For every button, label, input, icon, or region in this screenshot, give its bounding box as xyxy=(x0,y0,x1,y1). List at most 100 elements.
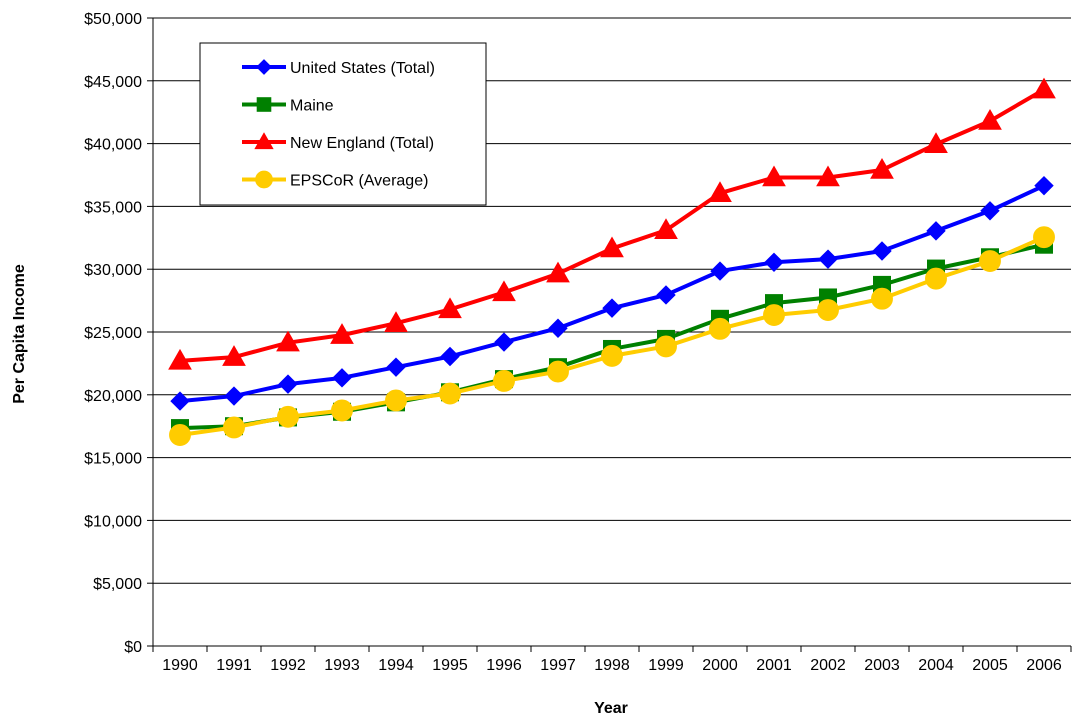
legend-label: New England (Total) xyxy=(290,135,434,152)
x-tick-label: 1998 xyxy=(594,657,630,674)
data-point-diamond xyxy=(710,261,730,281)
data-point-circle xyxy=(223,416,245,439)
x-tick-label: 1994 xyxy=(378,657,414,674)
data-point-circle xyxy=(1033,226,1055,249)
x-tick-label: 2000 xyxy=(702,657,738,674)
data-point-diamond xyxy=(170,391,190,411)
x-tick-label: 2004 xyxy=(918,657,954,674)
legend-label: Maine xyxy=(290,98,334,115)
data-point-diamond xyxy=(818,249,838,269)
data-point-diamond xyxy=(494,332,514,352)
data-point-triangle xyxy=(384,311,408,332)
y-tick-label: $35,000 xyxy=(84,199,142,216)
data-point-circle xyxy=(547,360,569,383)
data-point-triangle xyxy=(654,218,678,240)
data-point-triangle xyxy=(168,348,192,370)
data-point-circle xyxy=(331,399,353,422)
data-point-diamond xyxy=(332,368,352,388)
data-point-circle xyxy=(871,287,893,310)
data-point-circle xyxy=(439,382,461,405)
x-tick-label: 1990 xyxy=(162,657,198,674)
y-tick-label: $10,000 xyxy=(84,513,142,530)
series-line xyxy=(179,242,1045,431)
data-point-circle xyxy=(817,299,839,321)
y-tick-label: $40,000 xyxy=(84,137,142,154)
series-maine xyxy=(171,235,1053,438)
data-point-square xyxy=(256,97,272,112)
series-new-england-total xyxy=(168,77,1056,370)
legend: United States (Total) Maine New England (T… xyxy=(199,42,487,206)
data-point-circle xyxy=(385,389,407,412)
y-tick-label: $15,000 xyxy=(84,451,142,468)
data-point-triangle xyxy=(816,165,840,187)
legend-item: Maine xyxy=(242,97,334,115)
data-point-circle xyxy=(169,424,191,446)
series-epscor-average xyxy=(169,226,1055,446)
data-point-diamond xyxy=(980,201,1000,221)
data-point-diamond xyxy=(656,285,676,305)
data-point-triangle xyxy=(222,345,246,366)
data-point-triangle xyxy=(978,108,1002,130)
x-tick-label: 1993 xyxy=(324,657,360,674)
data-point-triangle xyxy=(330,323,354,344)
x-tick-label: 2002 xyxy=(810,657,846,674)
grid-lines xyxy=(147,17,1071,647)
data-point-circle xyxy=(763,304,785,326)
data-point-diamond xyxy=(440,346,460,367)
y-tick-label: $20,000 xyxy=(84,388,142,405)
legend-label: United States (Total) xyxy=(290,60,435,77)
x-tick-label: 1997 xyxy=(540,657,576,674)
x-axis-title: Year xyxy=(594,700,628,717)
y-tick-label: $50,000 xyxy=(84,11,142,28)
data-point-triangle xyxy=(1032,77,1056,99)
data-point-triangle xyxy=(276,330,300,352)
data-point-diamond xyxy=(548,318,568,338)
y-tick-labels: $0 $5,000 $10,000 $15,000 $20,000 $25,000 $30,… xyxy=(84,11,142,656)
data-point-diamond xyxy=(872,241,892,261)
x-tick-label: 2001 xyxy=(756,657,792,674)
y-tick-label: $5,000 xyxy=(93,576,142,593)
data-point-diamond xyxy=(256,59,272,75)
data-point-triangle xyxy=(254,132,274,150)
series-lines xyxy=(168,77,1056,446)
series-united-states-total xyxy=(170,175,1054,411)
series-line xyxy=(179,183,1045,404)
legend-item: EPSCoR (Average) xyxy=(242,170,428,190)
y-axis-title: Per Capita Income xyxy=(11,264,28,404)
data-point-triangle xyxy=(438,297,462,319)
data-point-diamond xyxy=(224,386,244,406)
data-point-triangle xyxy=(708,181,732,202)
x-tick-label: 1991 xyxy=(216,657,252,674)
x-tick-label: 1992 xyxy=(270,657,306,674)
data-point-circle xyxy=(277,405,299,428)
x-tick-label: 1996 xyxy=(486,657,522,674)
data-point-diamond xyxy=(602,298,622,318)
data-point-circle xyxy=(493,370,515,392)
legend-label: EPSCoR (Average) xyxy=(290,173,428,190)
y-tick-label: $45,000 xyxy=(84,74,142,91)
y-tick-label: $25,000 xyxy=(84,325,142,342)
y-tick-label: $0 xyxy=(124,639,142,656)
y-tick-label: $30,000 xyxy=(84,262,142,279)
data-point-diamond xyxy=(926,221,946,241)
data-point-circle xyxy=(979,250,1001,272)
legend-item: New England (Total) xyxy=(242,132,434,152)
data-point-triangle xyxy=(870,157,894,179)
series-line xyxy=(179,235,1045,437)
axes xyxy=(152,18,1072,652)
data-point-triangle xyxy=(546,261,570,283)
data-point-circle xyxy=(255,170,273,189)
data-point-diamond xyxy=(1034,175,1054,196)
data-point-triangle xyxy=(492,280,516,302)
data-point-triangle xyxy=(762,165,786,187)
data-point-diamond xyxy=(764,252,784,272)
x-tick-label: 1995 xyxy=(432,657,468,674)
x-tick-label: 1999 xyxy=(648,657,684,674)
data-point-circle xyxy=(601,344,623,367)
data-point-triangle xyxy=(600,236,624,258)
x-tick-labels: 1990 1991 1992 1993 1994 1995 1996 1997 1998 1999… xyxy=(162,657,1062,674)
x-tick-label: 2005 xyxy=(972,657,1008,674)
data-point-diamond xyxy=(386,357,406,377)
data-point-circle xyxy=(709,317,731,340)
